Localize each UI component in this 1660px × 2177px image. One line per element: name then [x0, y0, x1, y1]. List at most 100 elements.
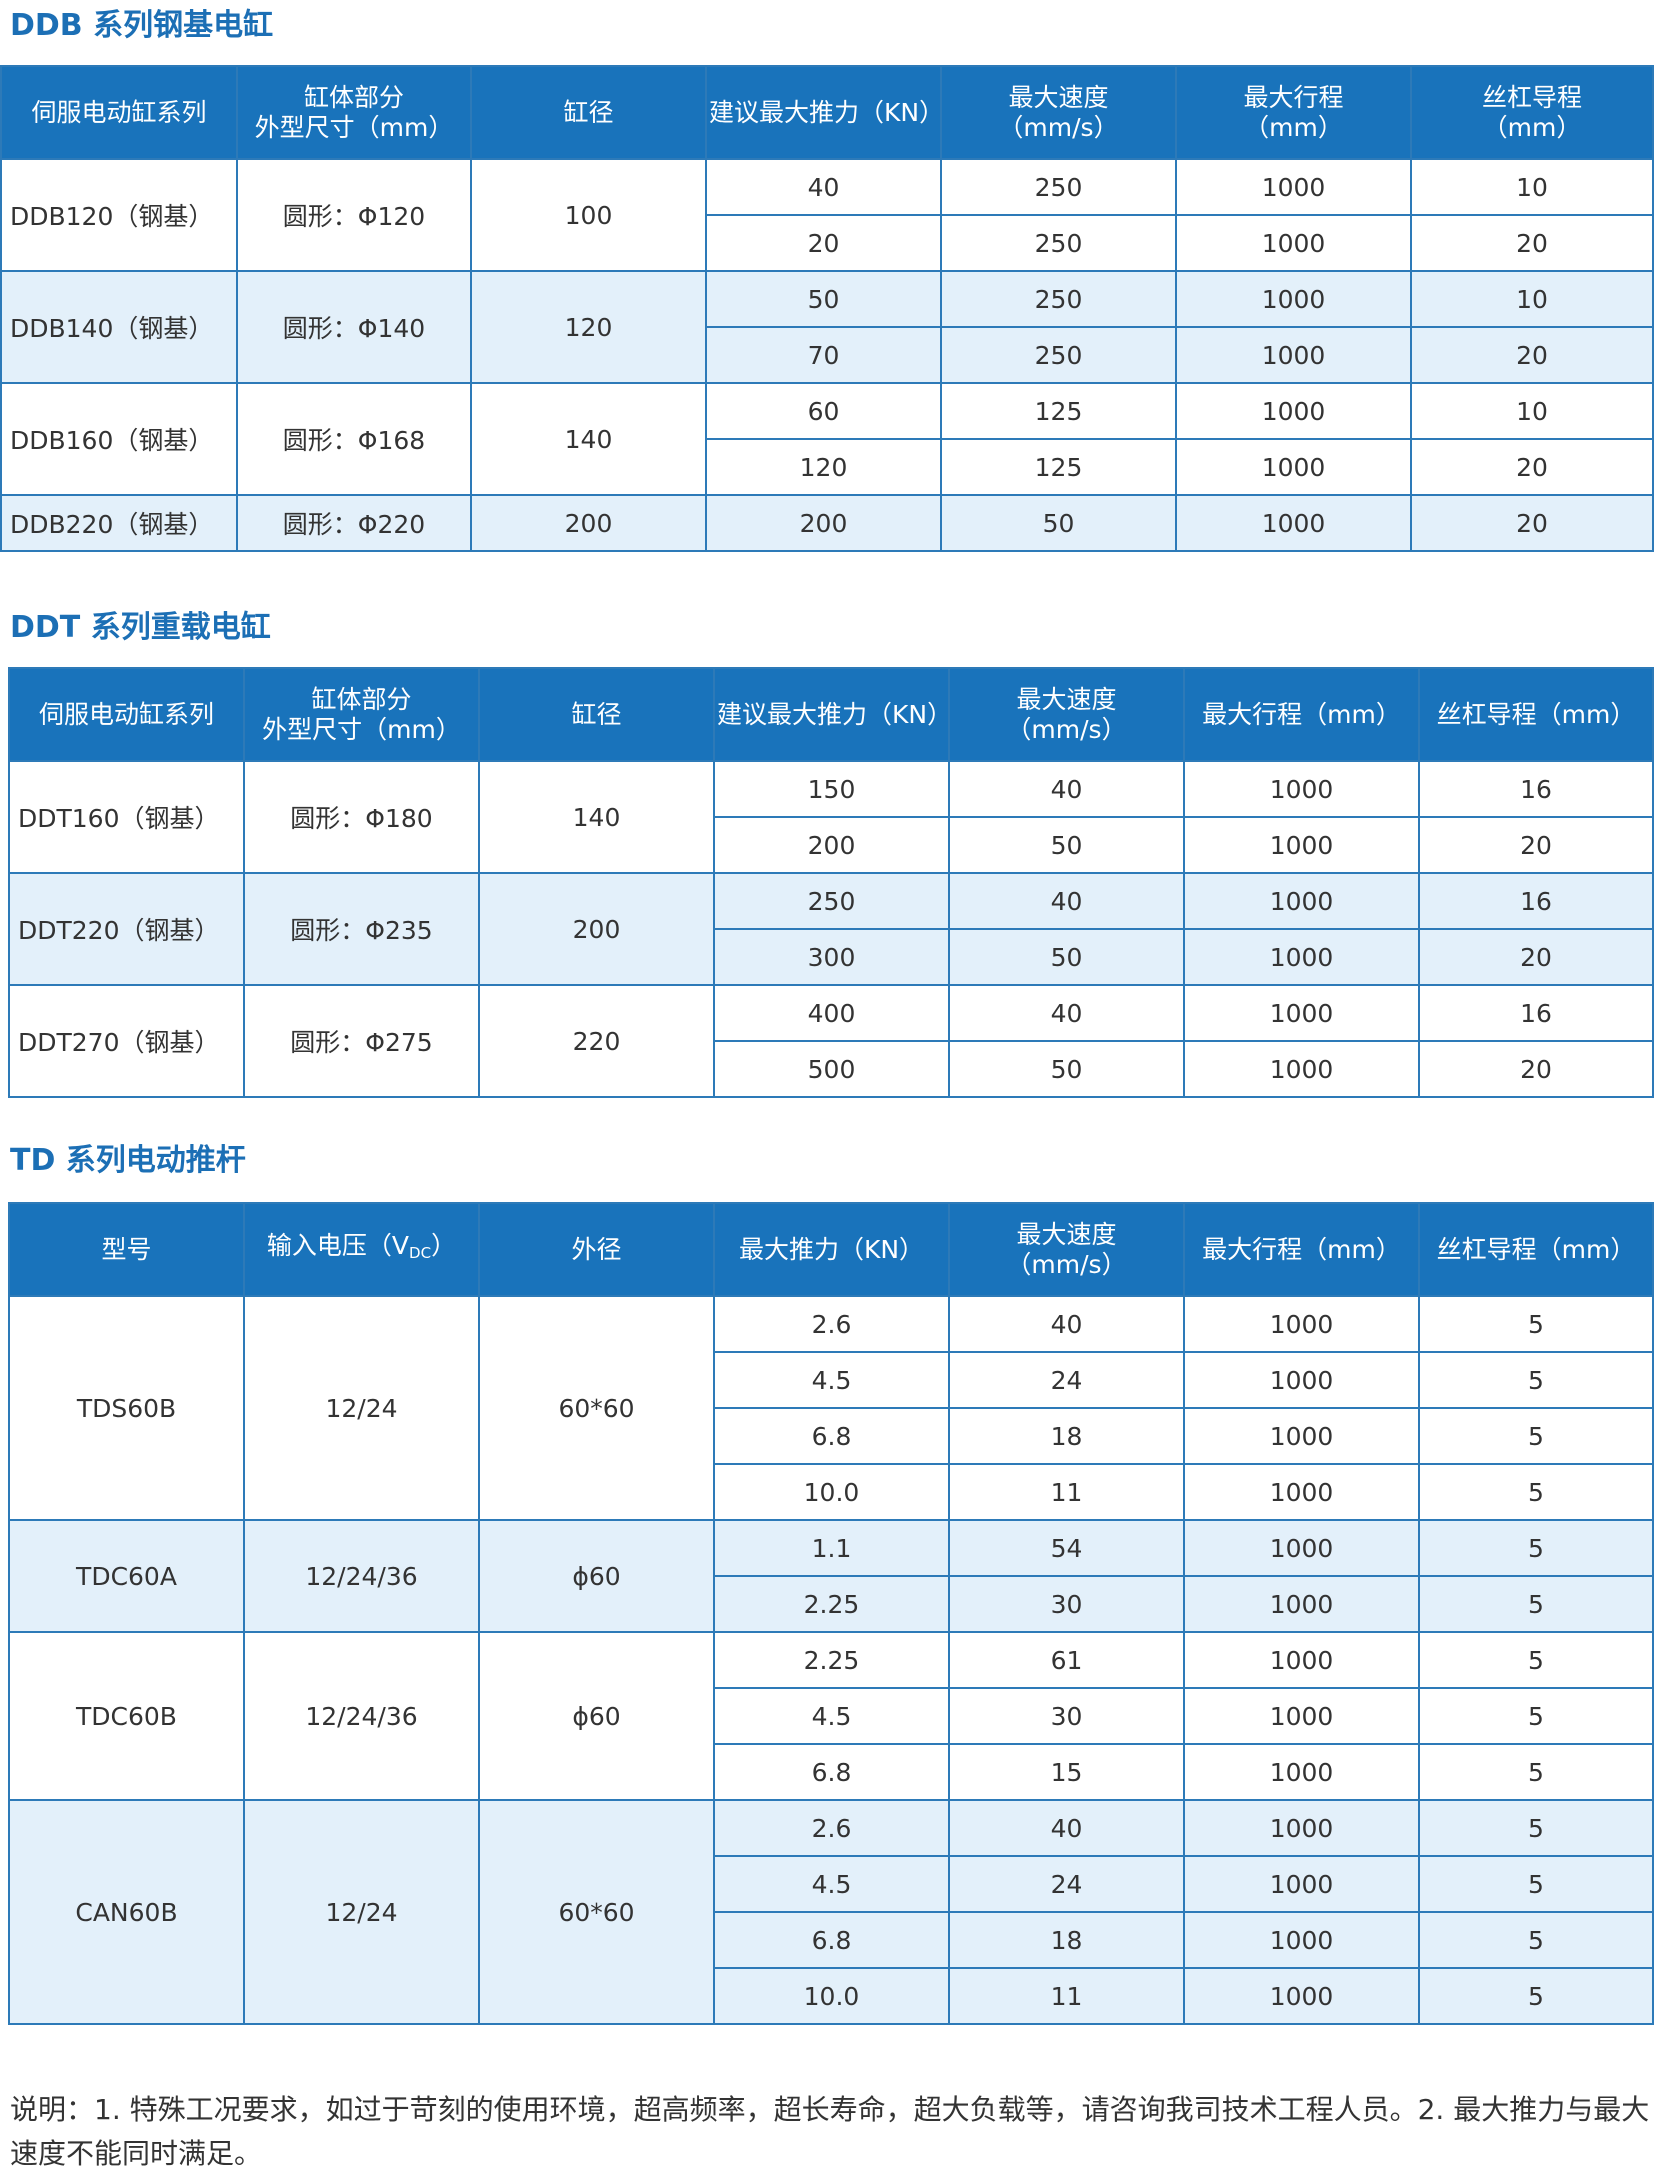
- header-lead-line1: 丝杠导程: [1481, 82, 1582, 112]
- header-model: 型号: [8, 1202, 245, 1297]
- size-cell: 圆形：Φ180: [243, 760, 480, 874]
- thrust-cell: 70: [705, 326, 942, 384]
- thrust-cell: 4.5: [713, 1855, 950, 1913]
- lead-cell: 20: [1418, 928, 1654, 986]
- stroke-cell: 1000: [1183, 1407, 1420, 1465]
- thrust-cell: 10.0: [713, 1967, 950, 2025]
- header-speed-line1: 最大速度: [1016, 1219, 1117, 1249]
- header-voltage-text: 输入电压（V: [266, 1231, 410, 1260]
- thrust-cell: 300: [713, 928, 950, 986]
- speed-cell: 30: [948, 1687, 1185, 1745]
- lead-cell: 5: [1418, 1295, 1654, 1353]
- speed-cell: 50: [948, 1040, 1185, 1098]
- header-body-size: 缸体部分 外型尺寸（mm）: [243, 667, 480, 762]
- model-cell: DDT220（钢基）: [8, 872, 245, 986]
- header-lead-line2: （mm）: [1482, 112, 1582, 142]
- stroke-cell: 1000: [1175, 158, 1412, 216]
- speed-cell: 54: [948, 1519, 1185, 1577]
- model-cell: TDC60A: [8, 1519, 245, 1633]
- header-lead: 丝杠导程（mm）: [1418, 667, 1654, 762]
- header-lead: 丝杠导程 （mm）: [1410, 65, 1654, 160]
- stroke-cell: 1000: [1183, 816, 1420, 874]
- stroke-cell: 1000: [1183, 928, 1420, 986]
- bore-cell: 200: [478, 872, 715, 986]
- stroke-cell: 1000: [1183, 1799, 1420, 1857]
- header-body-size: 缸体部分 外型尺寸（mm）: [236, 65, 472, 160]
- header-stroke-line2: （mm）: [1244, 112, 1343, 142]
- model-cell: CAN60B: [8, 1799, 245, 2025]
- lead-cell: 5: [1418, 1967, 1654, 2025]
- ddb-section-title: DDB 系列钢基电缸: [10, 8, 274, 43]
- bore-cell: 200: [470, 494, 707, 552]
- header-voltage-sub: DC: [409, 1244, 432, 1262]
- speed-cell: 24: [948, 1855, 1185, 1913]
- size-cell: 圆形：Φ220: [236, 494, 472, 552]
- lead-cell: 5: [1418, 1463, 1654, 1521]
- stroke-cell: 1000: [1183, 760, 1420, 818]
- thrust-cell: 2.6: [713, 1799, 950, 1857]
- thrust-cell: 200: [713, 816, 950, 874]
- speed-cell: 250: [940, 270, 1177, 328]
- model-cell: DDB120（钢基）: [0, 158, 238, 272]
- stroke-cell: 1000: [1183, 1575, 1420, 1633]
- bore-cell: 140: [470, 382, 707, 496]
- thrust-cell: 6.8: [713, 1407, 950, 1465]
- stroke-cell: 1000: [1183, 1631, 1420, 1689]
- thrust-cell: 2.6: [713, 1295, 950, 1353]
- header-speed-line1: 最大速度: [1016, 684, 1117, 714]
- bore-cell: 120: [470, 270, 707, 384]
- header-body-size-line2: 外型尺寸（mm）: [254, 112, 454, 142]
- header-series: 伺服电动缸系列: [8, 667, 245, 762]
- stroke-cell: 1000: [1183, 1743, 1420, 1801]
- diameter-cell: 60*60: [478, 1295, 715, 1521]
- header-series: 伺服电动缸系列: [0, 65, 238, 160]
- lead-cell: 5: [1418, 1743, 1654, 1801]
- header-bore: 缸径: [478, 667, 715, 762]
- lead-cell: 20: [1410, 438, 1654, 496]
- header-voltage-close: ）: [431, 1231, 457, 1260]
- speed-cell: 125: [940, 382, 1177, 440]
- thrust-cell: 6.8: [713, 1743, 950, 1801]
- stroke-cell: 1000: [1183, 1967, 1420, 2025]
- lead-cell: 16: [1418, 760, 1654, 818]
- lead-cell: 20: [1418, 816, 1654, 874]
- thrust-cell: 40: [705, 158, 942, 216]
- thrust-cell: 6.8: [713, 1911, 950, 1969]
- voltage-cell: 12/24: [243, 1799, 480, 2025]
- thrust-cell: 2.25: [713, 1631, 950, 1689]
- stroke-cell: 1000: [1183, 1911, 1420, 1969]
- stroke-cell: 1000: [1183, 1855, 1420, 1913]
- header-speed: 最大速度 （mm/s）: [940, 65, 1177, 160]
- speed-cell: 61: [948, 1631, 1185, 1689]
- stroke-cell: 1000: [1183, 872, 1420, 930]
- speed-cell: 40: [948, 1295, 1185, 1353]
- speed-cell: 30: [948, 1575, 1185, 1633]
- bore-cell: 100: [470, 158, 707, 272]
- model-cell: DDB140（钢基）: [0, 270, 238, 384]
- ddt-table: 伺服电动缸系列 缸体部分 外型尺寸（mm） 缸径 建议最大推力（KN） 最大速度…: [8, 667, 1654, 1098]
- lead-cell: 10: [1410, 158, 1654, 216]
- stroke-cell: 1000: [1175, 270, 1412, 328]
- bore-cell: 140: [478, 760, 715, 874]
- model-cell: DDT160（钢基）: [8, 760, 245, 874]
- thrust-cell: 4.5: [713, 1687, 950, 1745]
- header-speed: 最大速度 （mm/s）: [948, 667, 1185, 762]
- header-speed-line2: （mm/s）: [998, 112, 1119, 142]
- lead-cell: 20: [1410, 494, 1654, 552]
- lead-cell: 5: [1418, 1799, 1654, 1857]
- stroke-cell: 1000: [1183, 1040, 1420, 1098]
- stroke-cell: 1000: [1183, 984, 1420, 1042]
- ddt-section-title: DDT 系列重载电缸: [10, 610, 271, 645]
- stroke-cell: 1000: [1183, 1519, 1420, 1577]
- lead-cell: 5: [1418, 1631, 1654, 1689]
- size-cell: 圆形：Φ140: [236, 270, 472, 384]
- thrust-cell: 20: [705, 214, 942, 272]
- ddb-table: 伺服电动缸系列 缸体部分 外型尺寸（mm） 缸径 建议最大推力（KN） 最大速度…: [0, 65, 1654, 552]
- speed-cell: 11: [948, 1967, 1185, 2025]
- header-body-size-line1: 缸体部分: [311, 684, 412, 714]
- stroke-cell: 1000: [1175, 494, 1412, 552]
- thrust-cell: 120: [705, 438, 942, 496]
- speed-cell: 18: [948, 1911, 1185, 1969]
- lead-cell: 16: [1418, 872, 1654, 930]
- speed-cell: 50: [948, 816, 1185, 874]
